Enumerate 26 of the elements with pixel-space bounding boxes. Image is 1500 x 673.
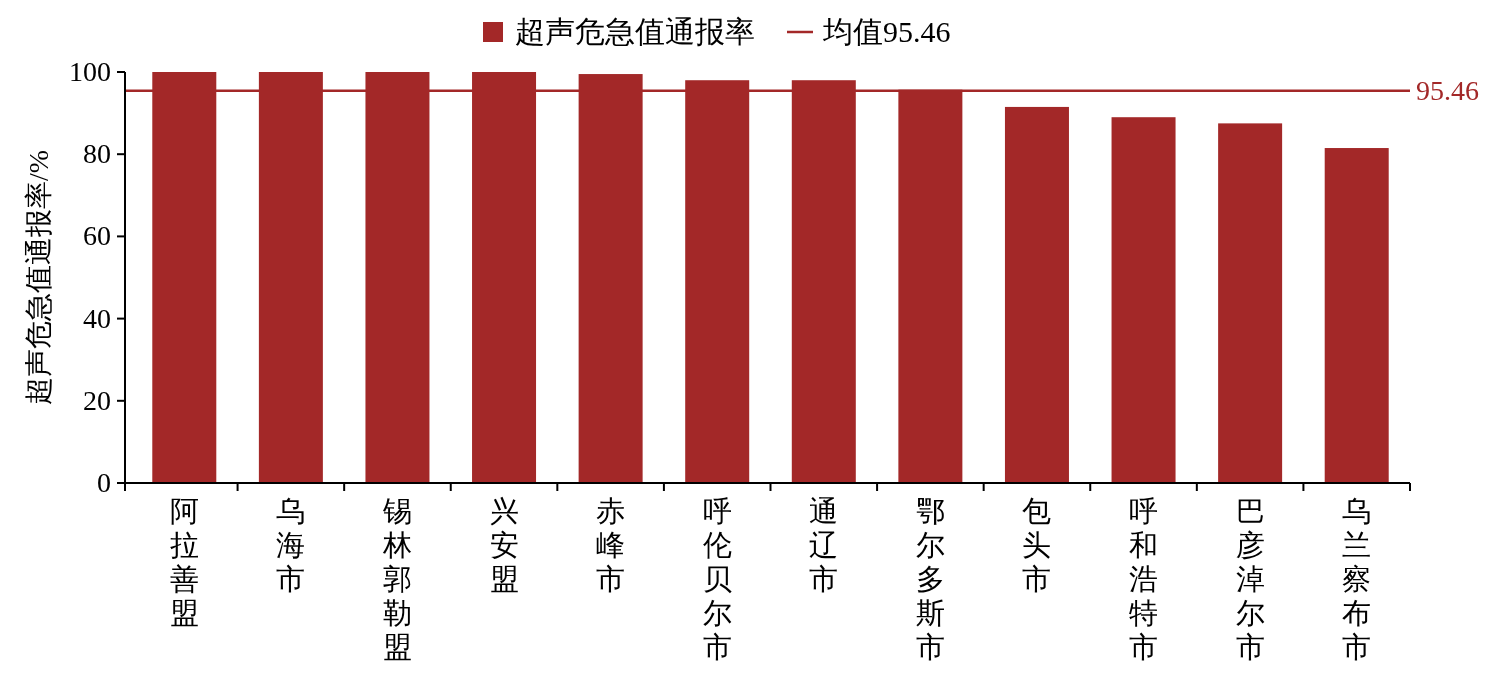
x-tick-label: 阿拉善盟 <box>169 495 199 629</box>
x-tick-label: 乌兰察布市 <box>1342 495 1372 663</box>
y-tick-label: 80 <box>83 138 111 170</box>
x-tick-label: 包头市 <box>1022 495 1052 595</box>
bar <box>1218 123 1283 483</box>
x-tick-label: 巴彦淖尔市 <box>1235 495 1265 663</box>
ref-line-label: 95.46 <box>1416 74 1479 106</box>
bar <box>1324 148 1389 483</box>
x-tick-label: 鄂尔多斯市 <box>915 495 945 663</box>
y-axis-title: 超声危急值通报率/% <box>23 149 54 406</box>
x-tick-label: 兴安盟 <box>489 495 519 595</box>
bar <box>1004 106 1069 483</box>
bar <box>1111 117 1176 483</box>
y-tick-label: 20 <box>83 384 111 416</box>
x-tick-label: 乌海市 <box>276 495 306 595</box>
y-tick-label: 0 <box>97 467 111 498</box>
x-tick-label: 呼伦贝尔市 <box>702 495 732 663</box>
x-tick-label: 通辽市 <box>809 495 839 595</box>
x-tick-label: 赤峰市 <box>596 495 626 595</box>
x-tick-label: 锡林郭勒盟 <box>381 495 412 663</box>
y-tick-label: 60 <box>83 220 111 252</box>
x-tick-label: 呼和浩特市 <box>1129 495 1159 663</box>
text: 均值95.46 <box>822 15 951 48</box>
y-tick-label: 100 <box>69 56 111 87</box>
y-tick-label: 40 <box>83 302 111 334</box>
legend-label: 超声危急值通报率 <box>515 15 755 48</box>
